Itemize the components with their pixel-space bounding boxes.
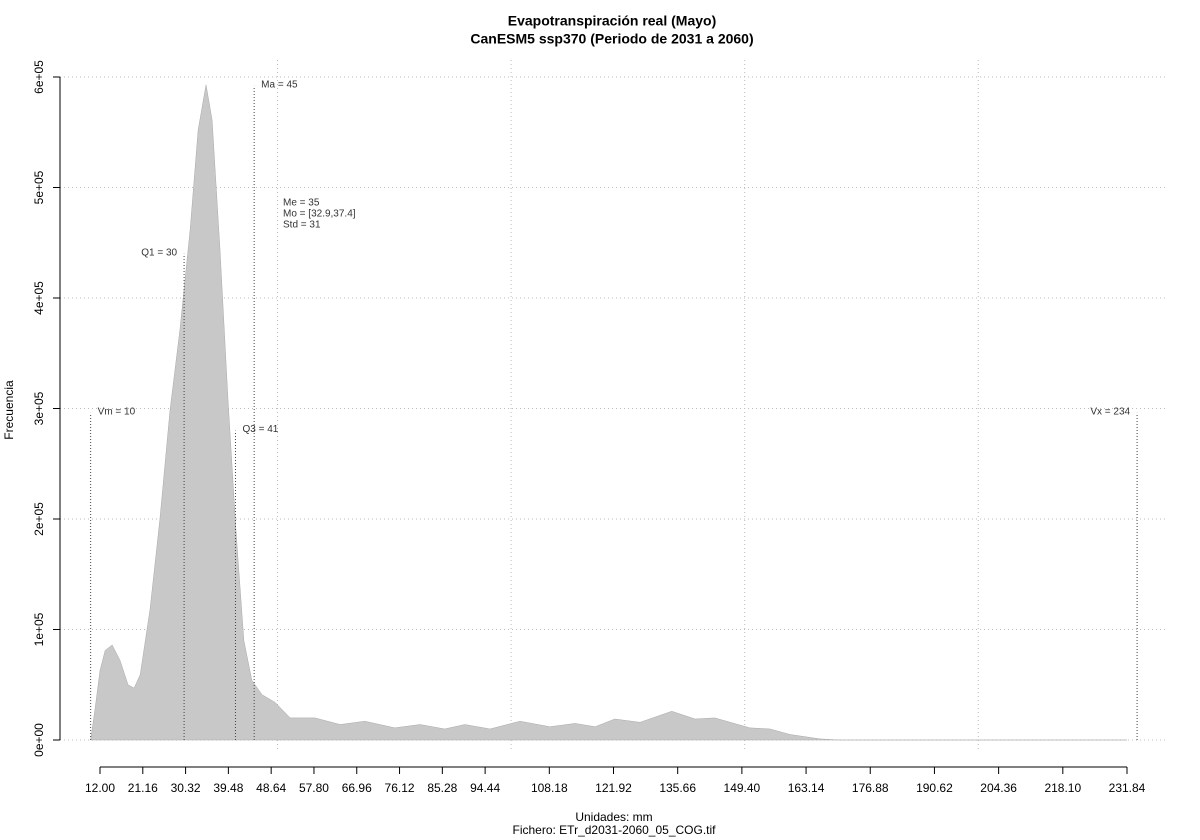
x-tick-label: 94.44 [470,781,500,795]
x-tick-label: 218.10 [1044,781,1081,795]
x-tick-label: 121.92 [595,781,632,795]
density-area [90,84,1127,741]
y-tick-label: 2e+05 [32,502,46,536]
x-tick-label: 231.84 [1109,781,1146,795]
y-tick-label: 3e+05 [32,391,46,425]
x-tick-label: 163.14 [788,781,825,795]
x-tick-label: 149.40 [724,781,761,795]
x-tick-label: 135.66 [659,781,696,795]
x-tick-label: 30.32 [171,781,201,795]
stat-label: Me = 35 [283,198,320,209]
y-tick-label: 1e+05 [32,612,46,646]
marker-label: Vm = 10 [98,407,136,418]
x-tick-label: 66.96 [342,781,372,795]
y-tick-label: 6e+05 [32,60,46,94]
stat-label: Std = 31 [283,220,321,231]
marker-label: Q3 = 41 [242,424,278,435]
x-tick-label: 85.28 [427,781,457,795]
marker-label: Q1 = 30 [141,247,177,258]
x-tick-label: 176.88 [852,781,889,795]
x-tick-label: 21.16 [128,781,158,795]
y-axis-label: Frecuencia [2,380,16,440]
x-tick-label: 76.12 [385,781,415,795]
y-tick-label: 0e+00 [32,723,46,757]
stat-label: Mo = [32.9,37.4] [283,209,356,220]
x-tick-label: 39.48 [213,781,243,795]
x-tick-label: 190.62 [916,781,953,795]
x-tick-label: 48.64 [256,781,286,795]
footer: Fichero: ETr_d2031-2060_05_COG.tif [513,823,717,837]
chart-title: Evapotranspiración real (Mayo) [508,13,717,29]
marker-label: Vx = 234 [1090,407,1130,418]
x-tick-label: 57.80 [299,781,329,795]
chart-subtitle: CanESM5 ssp370 (Periodo de 2031 a 2060) [470,31,753,47]
x-tick-label: 12.00 [85,781,115,795]
x-tick-label: 108.18 [531,781,568,795]
x-axis-label: Unidades: mm [575,810,652,824]
y-tick-label: 4e+05 [32,281,46,315]
marker-label: Ma = 45 [261,79,298,90]
x-tick-label: 204.36 [980,781,1017,795]
y-tick-label: 5e+05 [32,170,46,204]
